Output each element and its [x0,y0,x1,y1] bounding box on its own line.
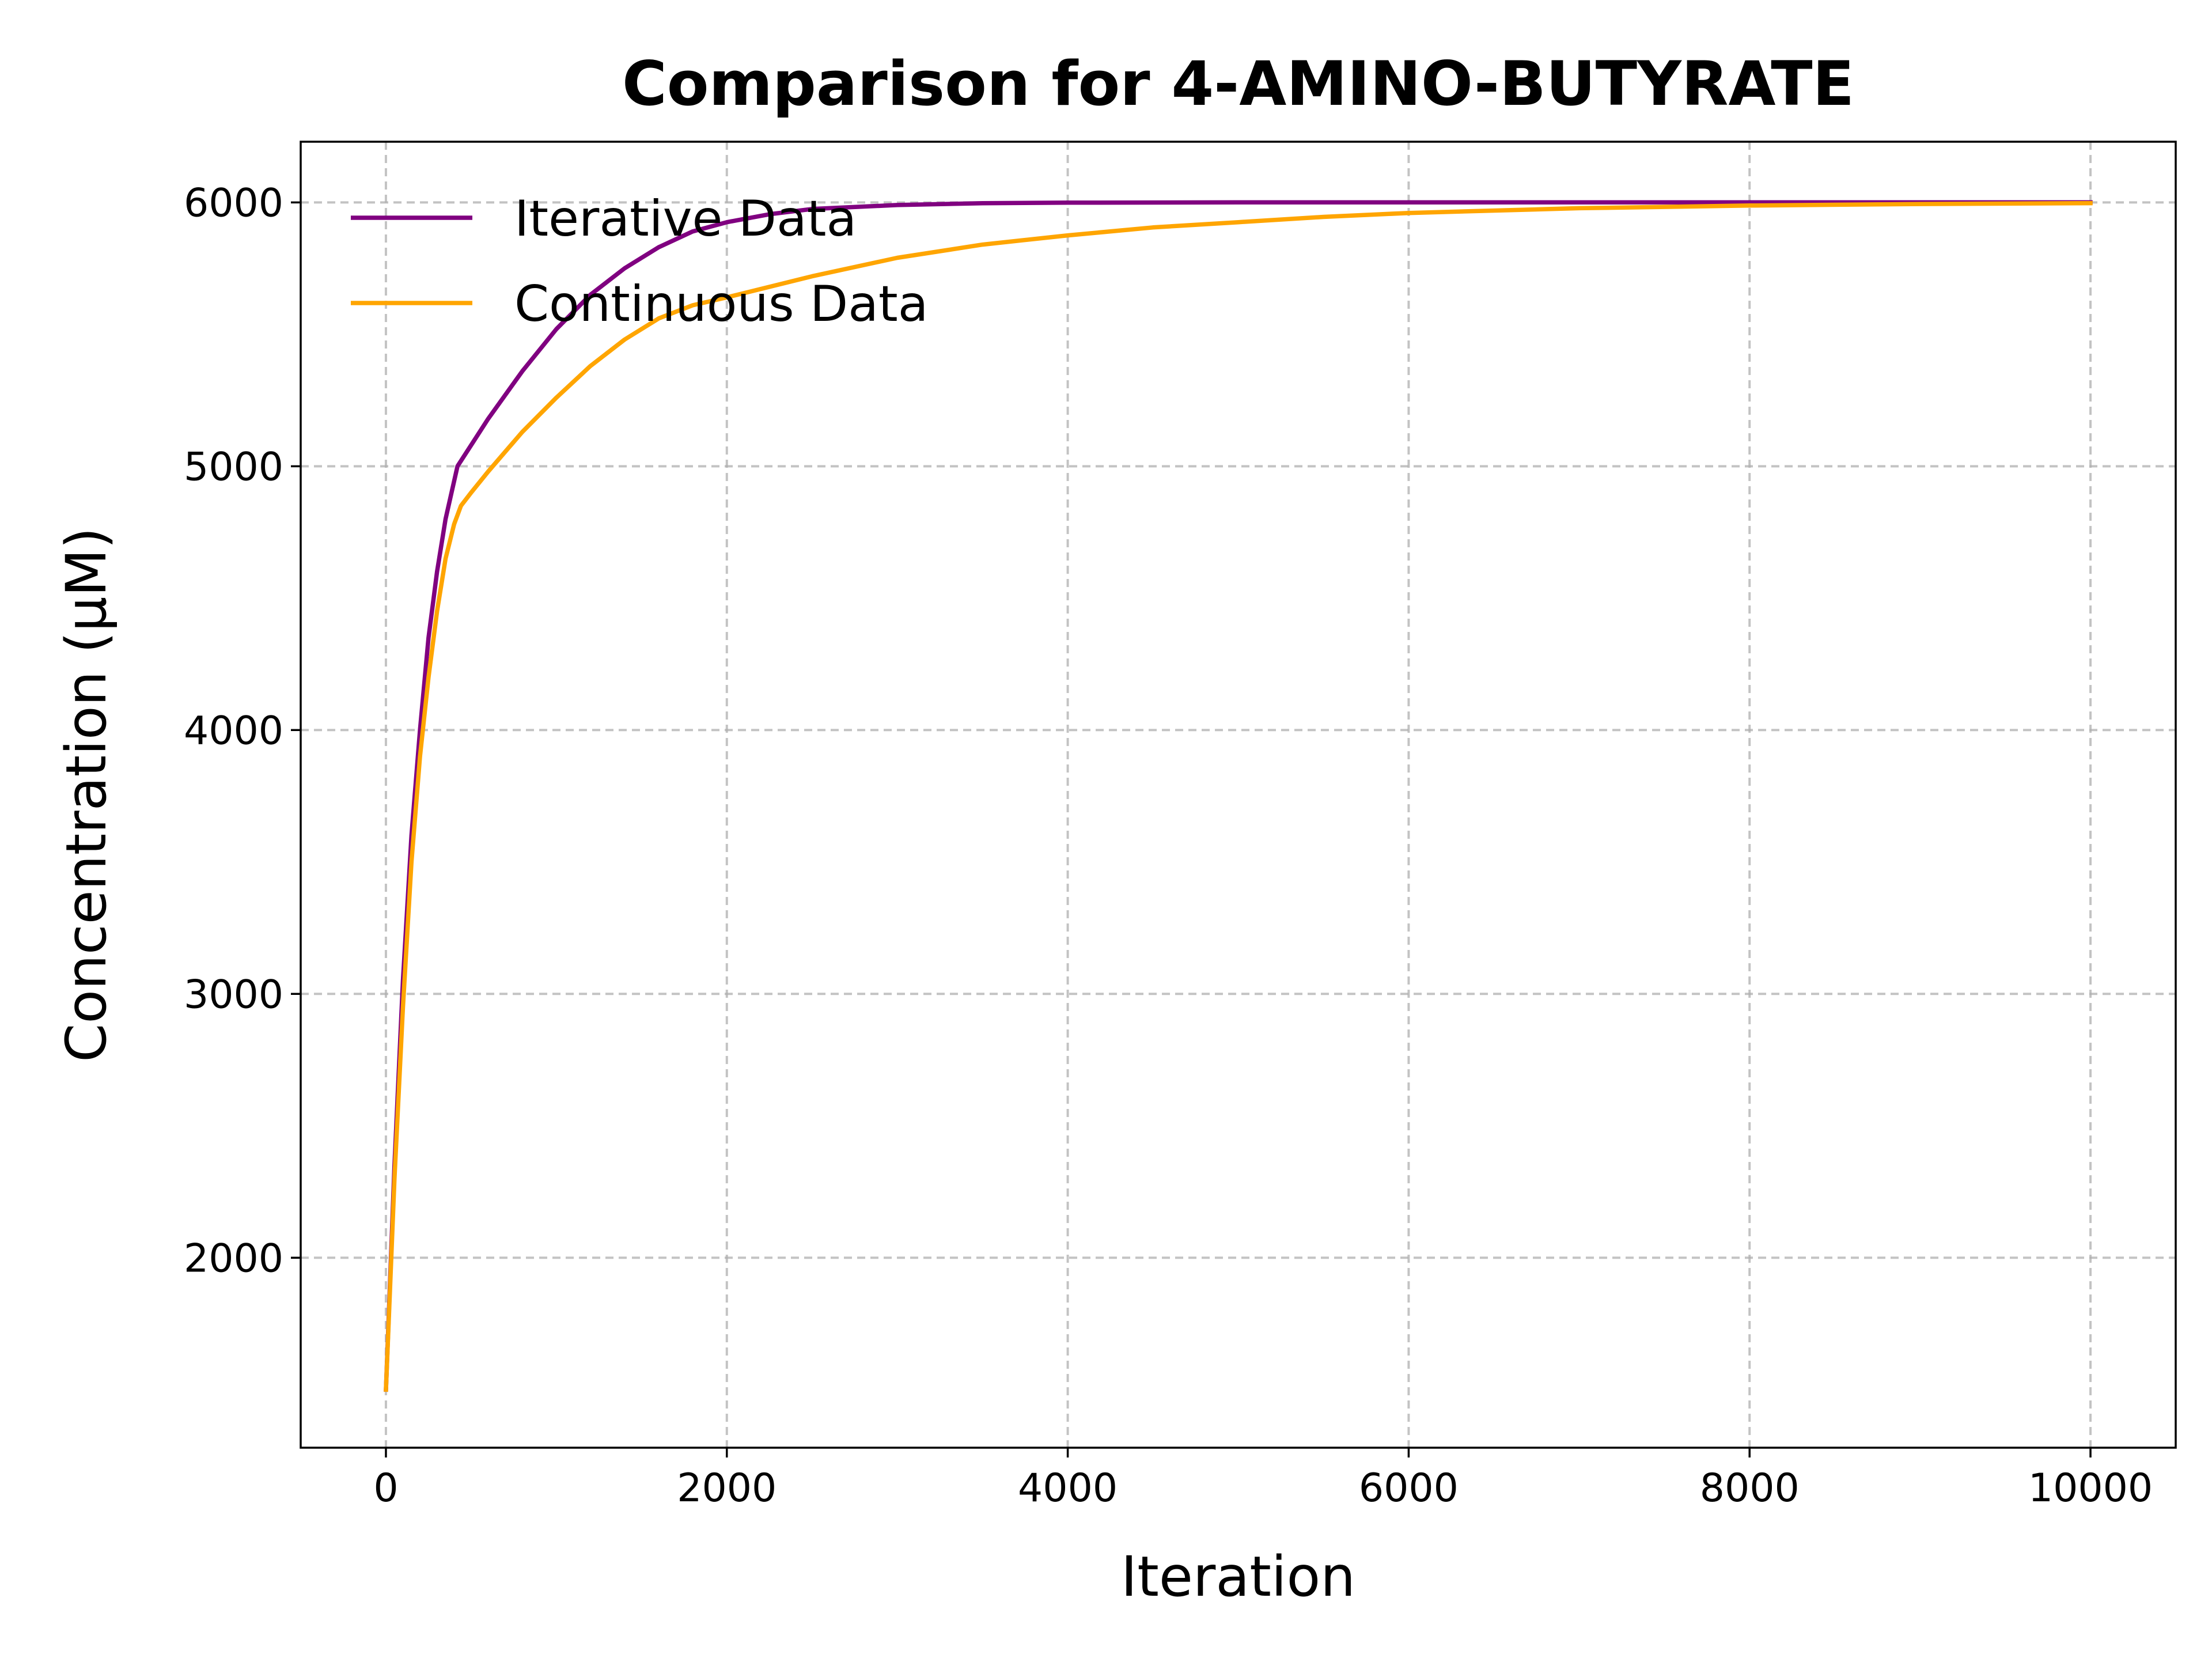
y-tick-label: 5000 [184,444,283,490]
y-axis-label: Concentration (μM) [54,527,119,1062]
y-tick-label: 3000 [184,972,283,1017]
x-tick-label: 8000 [1700,1466,1800,1511]
y-tick-label: 2000 [184,1236,283,1281]
x-tick-label: 6000 [1359,1466,1459,1511]
series-layer [384,200,2093,1392]
x-tick-label: 10000 [2028,1466,2153,1511]
x-tick-label: 2000 [677,1466,777,1511]
grid [301,142,2176,1448]
x-axis-label: Iteration [1121,1544,1355,1609]
axis-ticks: 0 2000 4000 6000 8000 10000 2000 3000 4000 5000 60… [184,180,2153,1511]
legend: Iterative Data Continuous Data [351,190,928,333]
chart-title: Comparison for 4-AMINO-BUTYRATE [622,48,1854,119]
y-tick-label: 6000 [184,180,283,226]
x-tick-label: 0 [373,1466,398,1511]
series-line-iterative-data [384,200,2093,1392]
x-tick-label: 4000 [1018,1466,1118,1511]
legend-label: Continuous Data [514,275,928,333]
plot-frame [300,141,2177,1449]
series-line-continuous-data [384,200,2093,1392]
legend-label: Iterative Data [514,190,857,248]
y-tick-label: 4000 [184,708,283,754]
